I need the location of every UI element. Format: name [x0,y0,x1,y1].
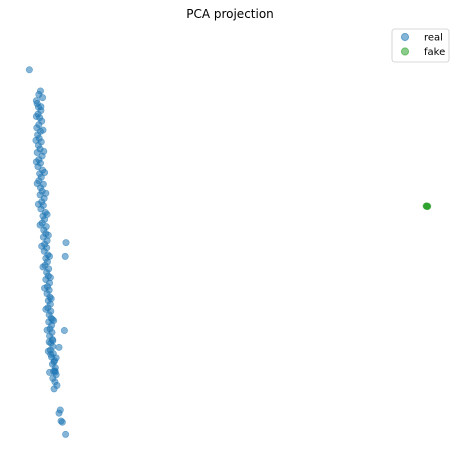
scatter-point-real-99 [39,263,47,271]
scatter-point-real-85 [32,112,40,120]
scatter-point-real-103 [42,305,50,313]
scatter-point-real-89 [32,158,40,166]
scatter-point-real-97 [38,242,46,250]
legend-label-real: real [424,33,443,44]
scatter-point-real-83 [50,385,58,393]
scatter-point-real-101 [41,284,49,292]
series-real [25,66,70,438]
scatter-point-real-112 [39,94,47,102]
scatter-point-real-115 [50,317,58,325]
scatter-point-real-0 [25,66,33,74]
legend: real fake [391,28,450,63]
scatter-point-real-126 [58,418,66,426]
scatter-point-real-113 [62,239,70,247]
legend-marker-fake [400,47,410,56]
points-layer [25,66,432,438]
scatter-point-real-100 [46,274,54,282]
scatter-point-real-119 [52,354,60,362]
scatter-point-real-91 [33,179,41,187]
chart-title: PCA projection [186,7,274,21]
scatter-point-fake-4 [423,203,431,211]
scatter-point-real-127 [62,430,70,438]
scatter-point-real-84 [37,103,45,111]
scatter-point-real-96 [44,231,52,239]
scatter-point-real-122 [51,368,59,376]
scatter-point-real-117 [45,338,53,346]
scatter-point-real-88 [40,147,48,155]
scatter-point-real-87 [32,136,40,144]
scatter-point-real-86 [39,126,47,134]
scatter-point-real-124 [55,409,63,417]
scatter-point-real-114 [61,252,69,260]
scatter-point-real-90 [41,169,49,177]
scatter-point-real-105 [43,326,51,334]
scatter-point-real-95 [36,221,44,229]
scatter-point-real-102 [47,295,55,303]
scatter-point-real-93 [34,200,42,208]
legend-label-fake: fake [424,47,445,58]
scatter-point-real-116 [60,326,68,334]
scatter-point-real-16 [33,149,41,157]
series-fake [422,202,432,211]
scatter-point-real-98 [46,252,54,260]
legend-marker-real [400,32,410,42]
scatter-point-real-94 [43,210,51,218]
scatter-point-real-118 [55,343,63,351]
scatter-point-real-120 [47,350,55,358]
scatter-point-real-92 [42,189,50,197]
